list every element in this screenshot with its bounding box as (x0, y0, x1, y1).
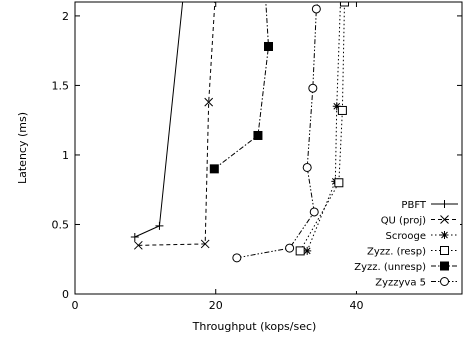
y-tick-label: 0 (62, 288, 69, 301)
legend-marker-pbft (440, 200, 449, 208)
y-tick-label: 1 (62, 149, 69, 162)
data-point-pbft (130, 232, 139, 241)
legend-marker-qu-proj (440, 215, 449, 224)
legend-label-zyzz-unresp: Zyzz. (unresp) (354, 262, 426, 273)
series-zyzz-resp (295, 2, 349, 256)
data-point-zyzz-unresp (253, 130, 263, 140)
series-line-zyzz-unresp (214, 2, 270, 170)
data-point-qu-proj (204, 97, 214, 107)
data-point-zyzz-unresp (264, 41, 273, 51)
legend-background (340, 194, 460, 291)
data-point-zyzzyva-5 (308, 83, 318, 93)
y-tick-label: 2 (62, 10, 69, 23)
series-line-pbft (134, 2, 184, 238)
series-line-scrooge (306, 2, 341, 252)
legend-marker-zyzzyva-5 (440, 277, 449, 286)
series-qu-proj (133, 2, 216, 250)
x-axis-title: Throughput (kops/sec) (192, 320, 317, 333)
series-line-zyzz-resp (299, 2, 345, 252)
data-point-pbft (155, 221, 164, 230)
x-tick-label: 20 (209, 299, 223, 312)
data-point-zyzzyva-5 (309, 207, 319, 217)
series-layer (130, 2, 349, 263)
legend-label-qu-proj: QU (proj) (381, 216, 426, 227)
data-point-zyzz-resp (337, 105, 347, 115)
data-point-zyzz-resp (334, 178, 344, 188)
data-point-zyzz-resp (295, 246, 305, 256)
x-tick-label: 0 (72, 299, 79, 312)
data-point-qu-proj (200, 239, 210, 249)
data-point-scrooge (332, 102, 341, 111)
legend-label-scrooge: Scrooge (386, 231, 426, 242)
series-zyzzyva-5 (232, 2, 321, 263)
legend-marker-zyzz-resp (440, 246, 449, 255)
series-pbft (130, 2, 184, 241)
series-line-zyzzyva-5 (236, 2, 319, 259)
legend-marker-zyzz-unresp (440, 261, 449, 271)
data-point-zyzzyva-5 (302, 162, 312, 172)
data-point-zyzzyva-5 (232, 253, 242, 263)
data-point-qu-proj (133, 240, 143, 250)
y-tick-label: 1.5 (52, 79, 70, 92)
legend: PBFT QU (proj) Scrooge Zyzz. (resp) Zyzz. (u… (340, 194, 460, 291)
legend-label-zyzz-resp: Zyzz. (resp) (367, 247, 426, 258)
x-tick-label: 40 (349, 299, 363, 312)
y-tick-label: 0.5 (52, 218, 70, 231)
data-point-zyzz-resp (339, 2, 349, 7)
series-scrooge (303, 2, 341, 255)
data-point-zyzzyva-5 (285, 243, 295, 253)
data-point-zyzz-unresp (209, 164, 219, 174)
series-zyzz-unresp (209, 2, 273, 174)
series-line-qu-proj (138, 2, 216, 246)
legend-marker-scrooge (440, 231, 449, 239)
data-point-scrooge (303, 246, 312, 255)
legend-label-pbft: PBFT (401, 200, 426, 211)
plot-frame (74, 1, 463, 295)
data-point-zyzzyva-5 (311, 4, 321, 14)
legend-label-zyzzyva-5: Zyzzyva 5 (375, 278, 426, 289)
y-axis-title: Latency (ms) (16, 112, 29, 184)
